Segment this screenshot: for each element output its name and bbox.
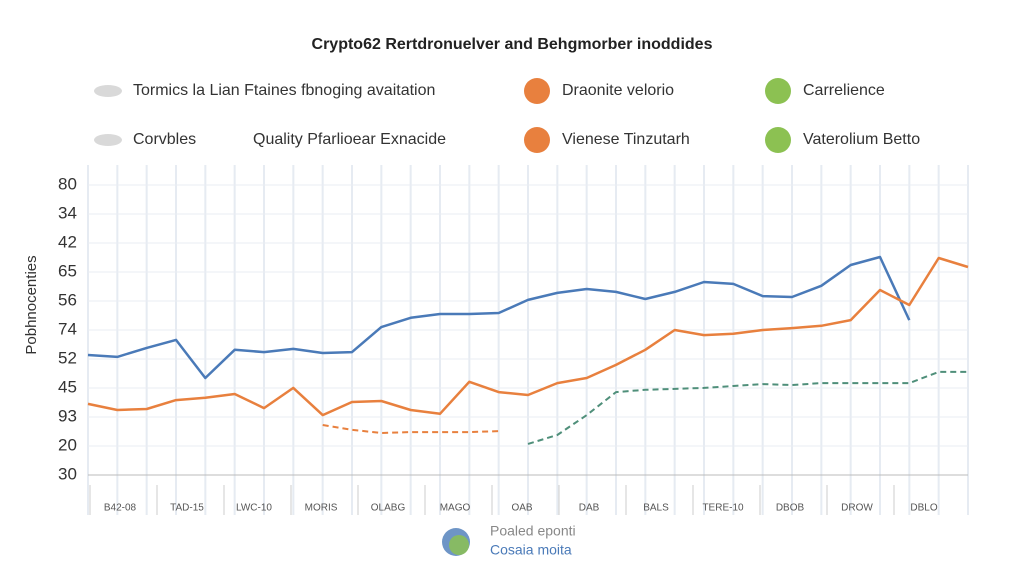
- x-tick-label: DROW: [841, 503, 873, 514]
- y-tick-label: 45: [58, 377, 77, 396]
- legend-marker: [524, 78, 550, 104]
- y-tick-label: 52: [58, 348, 77, 367]
- x-tick-label: BALS: [643, 503, 669, 514]
- chart-title: Crypto62 Rertdronuelver and Behgmorber i…: [312, 36, 713, 53]
- y-tick-label: 56: [58, 290, 77, 309]
- x-tick-label: DAB: [579, 503, 600, 514]
- footer-icon: [449, 535, 469, 555]
- y-tick-label: 30: [58, 464, 77, 483]
- x-tick-label: OLABG: [371, 503, 406, 514]
- footer-text: Poaled eponti: [490, 523, 576, 539]
- y-tick-label: 74: [58, 319, 77, 338]
- x-tick-label: LWC-10: [236, 503, 272, 514]
- y-axis-title: Pobhnocenties: [23, 255, 40, 354]
- y-tick-label: 34: [58, 203, 77, 222]
- y-tick-label: 65: [58, 261, 77, 280]
- legend-marker: [94, 134, 122, 146]
- footer-text: Cosaia moita: [490, 542, 572, 558]
- x-tick-label: OAB: [511, 503, 532, 514]
- legend-label: Carrelience: [803, 82, 885, 99]
- legend-label: Vaterolium Betto: [803, 131, 920, 148]
- legend-label: Vienese Tinzutarh: [562, 131, 690, 148]
- legend-marker: [765, 78, 791, 104]
- x-tick-label: MORIS: [305, 503, 338, 514]
- legend-label: Draonite velorio: [562, 82, 674, 99]
- x-tick-label: DBOB: [776, 503, 805, 514]
- x-tick-label: TERE-10: [702, 503, 744, 514]
- x-tick-label: TAD-15: [170, 503, 204, 514]
- series-line: [527, 370, 968, 445]
- legend-marker: [94, 85, 122, 97]
- series-line: [87, 255, 911, 380]
- x-tick-label: B42-08: [104, 503, 137, 514]
- x-tick-label: DBLO: [910, 503, 937, 514]
- y-tick-label: 93: [58, 406, 77, 425]
- legend-label: Quality Pfarlioear Exnacide: [253, 131, 446, 148]
- legend-marker: [524, 127, 550, 153]
- legend-label: Corvbles: [133, 131, 196, 148]
- legend-marker: [765, 127, 791, 153]
- legend-label: Tormics la Lian Ftaines fbnoging avaitat…: [133, 82, 435, 99]
- y-tick-label: 20: [58, 435, 77, 454]
- series-line: [87, 256, 969, 417]
- y-tick-label: 80: [58, 174, 77, 193]
- x-tick-label: MAGO: [440, 503, 471, 514]
- y-tick-label: 42: [58, 232, 77, 251]
